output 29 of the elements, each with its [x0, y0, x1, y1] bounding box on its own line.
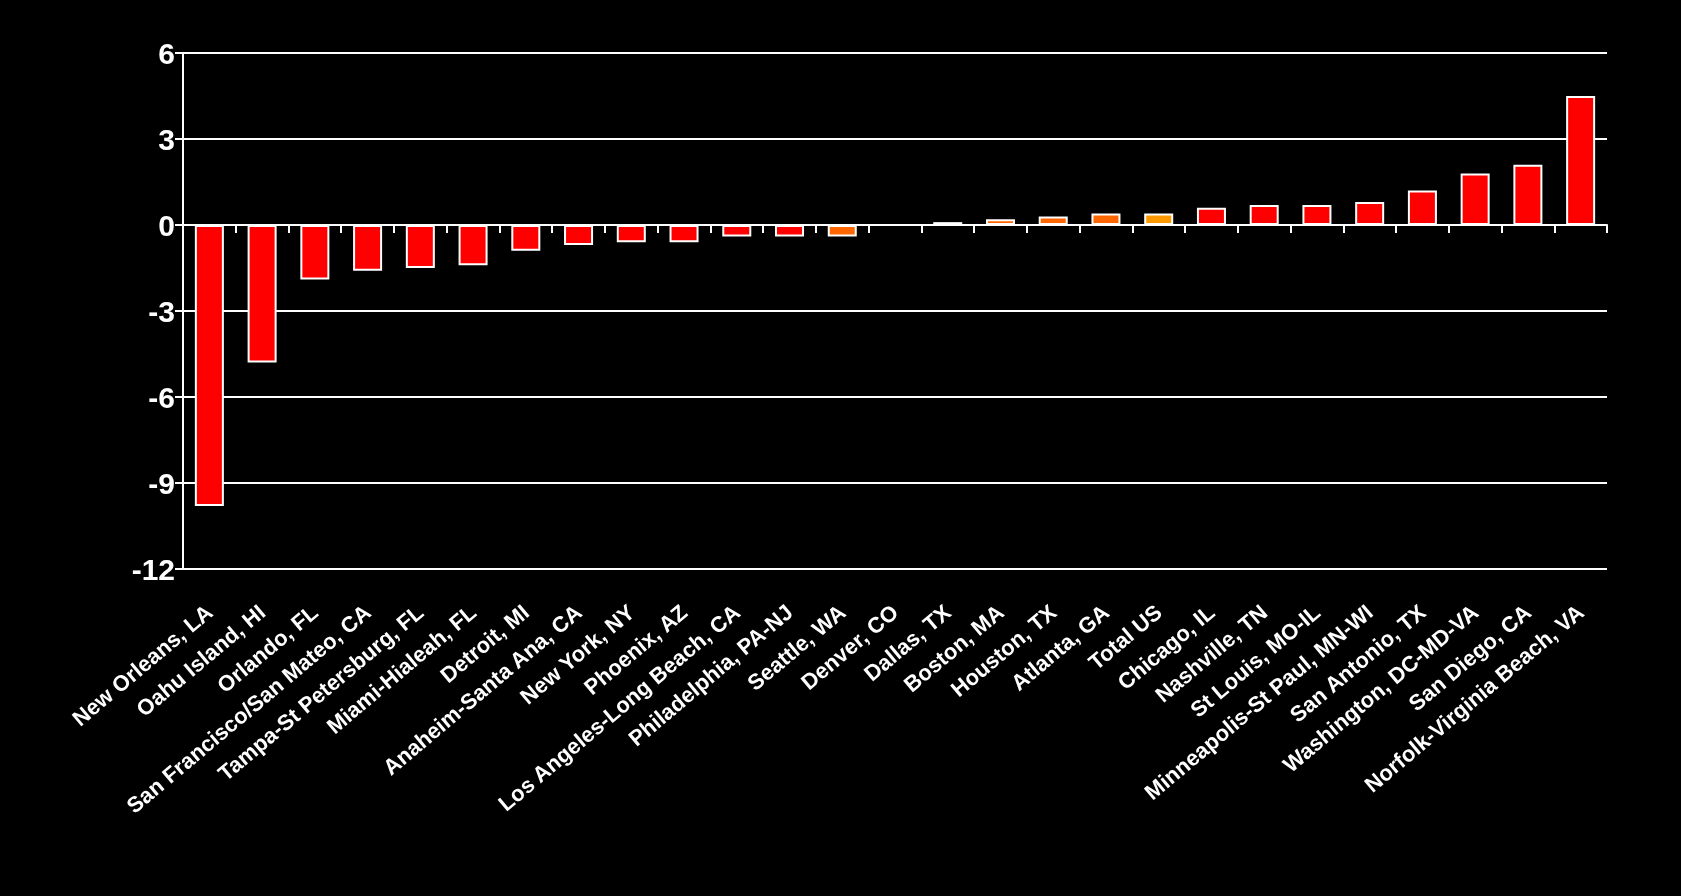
bar	[722, 225, 752, 237]
bar	[985, 219, 1015, 225]
bar	[616, 225, 646, 243]
y-tick-label: -12	[131, 552, 175, 586]
bar	[669, 225, 699, 243]
y-tick-label: -3	[148, 294, 175, 328]
bar	[405, 225, 435, 268]
bar	[1513, 164, 1543, 225]
bar	[1249, 204, 1279, 225]
bar	[564, 225, 594, 246]
bar	[353, 225, 383, 271]
bar	[1460, 173, 1490, 225]
y-tick-label: 3	[158, 122, 175, 156]
bar	[1407, 190, 1437, 225]
bar	[1038, 216, 1068, 225]
y-tick-label: -9	[148, 466, 175, 500]
bar	[1196, 207, 1226, 225]
bar	[300, 225, 330, 280]
bar	[1144, 213, 1174, 225]
bar	[1355, 202, 1385, 225]
bar	[1091, 213, 1121, 225]
bar	[458, 225, 488, 266]
y-tick-label: -6	[148, 380, 175, 414]
bar	[1302, 204, 1332, 225]
y-tick-label: 0	[158, 208, 175, 242]
bar	[775, 225, 805, 237]
y-tick-label: 6	[158, 36, 175, 70]
bar	[511, 225, 541, 251]
bar	[827, 225, 857, 237]
